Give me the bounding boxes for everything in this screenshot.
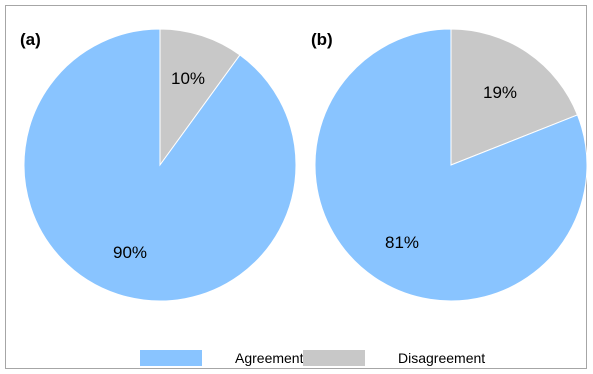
legend-label-agreement: Agreement — [235, 350, 304, 366]
pie-slice-b-agreement — [314, 28, 588, 302]
slice-label-b-agreement: 81% — [385, 233, 419, 252]
slice-label-a-agreement: 90% — [113, 243, 147, 262]
legend-swatch-agreement — [140, 350, 202, 366]
legend-label-disagreement: Disagreement — [398, 350, 485, 366]
slice-label-a-disagreement: 10% — [171, 69, 205, 88]
pie-panel-a: (a) 10% 90% — [20, 28, 297, 302]
pie-slice-a-agreement — [23, 28, 297, 302]
legend-swatch-disagreement — [303, 350, 365, 366]
panel-label-a: (a) — [20, 30, 41, 49]
slice-label-b-disagreement: 19% — [483, 83, 517, 102]
pie-panel-b: (b) 19% 81% — [311, 28, 588, 302]
panel-label-b: (b) — [311, 30, 333, 49]
pie-slice-a-disagreement — [159, 28, 241, 167]
legend: Agreement Disagreement — [140, 350, 485, 366]
pie-slice-b-disagreement — [450, 28, 579, 166]
